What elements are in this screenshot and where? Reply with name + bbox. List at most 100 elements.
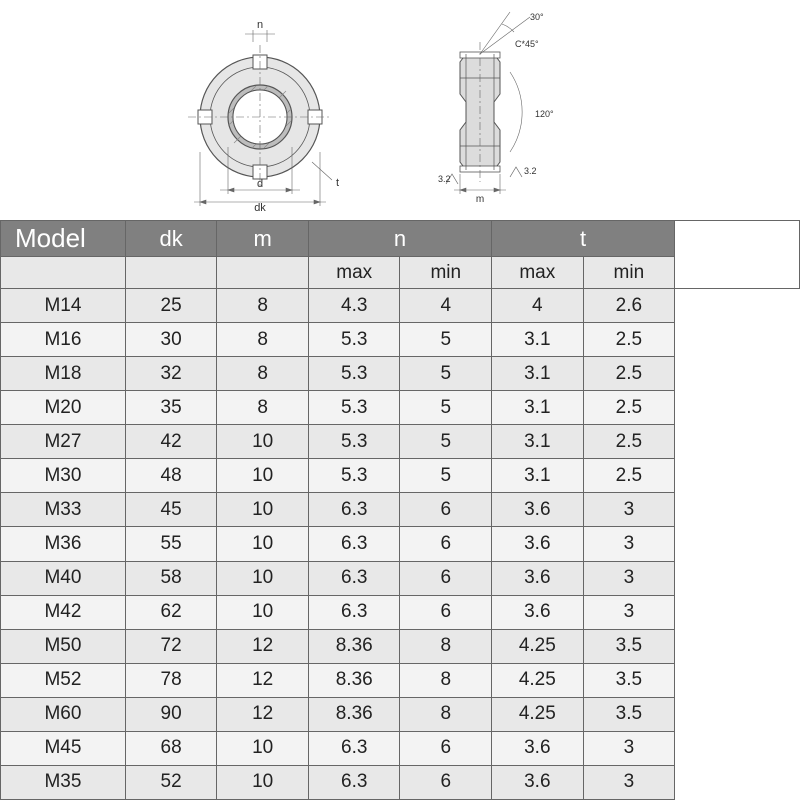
cell-n_min: 5 (400, 425, 492, 459)
cell-dk: 25 (125, 289, 217, 323)
col-dk: dk (125, 221, 217, 257)
cell-t_min: 2.5 (583, 425, 675, 459)
cell-t_max: 3.6 (492, 561, 584, 595)
cell-t_min: 3 (583, 493, 675, 527)
cell-dk: 48 (125, 459, 217, 493)
cell-m: 10 (217, 425, 309, 459)
cell-dk: 35 (125, 391, 217, 425)
diagram-area: n d dk t (0, 0, 800, 220)
cell-n_min: 4 (400, 289, 492, 323)
table-row: M4568106.363.63 (1, 731, 800, 765)
spec-table: Model dk m n t Unit:mm max min max min (0, 220, 800, 800)
cell-t_min: 2.5 (583, 323, 675, 357)
cell-n_max: 4.3 (308, 289, 400, 323)
table-body: M142584.3442.6M163085.353.12.5M183285.35… (1, 289, 800, 800)
table-row: M183285.353.12.5 (1, 357, 800, 391)
table-row: M142584.3442.6 (1, 289, 800, 323)
cell-n_max: 6.3 (308, 765, 400, 799)
dim-n-label: n (257, 19, 263, 31)
cell-m: 10 (217, 493, 309, 527)
cell-t_max: 3.1 (492, 323, 584, 357)
table-row: M5072128.3684.253.5 (1, 629, 800, 663)
dim-30-label: 30° (530, 12, 544, 22)
cell-t_max: 3.1 (492, 459, 584, 493)
cell-dk: 32 (125, 357, 217, 391)
cell-model: M40 (1, 561, 126, 595)
cell-m: 10 (217, 731, 309, 765)
cell-model: M35 (1, 765, 126, 799)
dim-m-label: m (476, 194, 484, 205)
cell-m: 10 (217, 459, 309, 493)
cell-dk: 58 (125, 561, 217, 595)
cell-n_min: 6 (400, 527, 492, 561)
cell-t_min: 3.5 (583, 663, 675, 697)
cell-model: M30 (1, 459, 126, 493)
col-n-max: max (308, 257, 400, 289)
cell-t_min: 3.5 (583, 697, 675, 731)
cell-t_max: 3.6 (492, 731, 584, 765)
cell-m: 8 (217, 357, 309, 391)
cell-n_max: 8.36 (308, 663, 400, 697)
cell-n_min: 6 (400, 731, 492, 765)
cell-m: 8 (217, 391, 309, 425)
cell-t_max: 3.1 (492, 391, 584, 425)
table-row: M4262106.363.63 (1, 595, 800, 629)
cell-t_max: 3.6 (492, 765, 584, 799)
table-row: M3048105.353.12.5 (1, 459, 800, 493)
cell-model: M14 (1, 289, 126, 323)
col-m: m (217, 221, 309, 257)
cell-m: 12 (217, 629, 309, 663)
cell-model: M42 (1, 595, 126, 629)
cell-n_max: 5.3 (308, 425, 400, 459)
cell-n_max: 8.36 (308, 697, 400, 731)
cell-t_max: 3.6 (492, 595, 584, 629)
cell-m: 8 (217, 289, 309, 323)
col-t-max: max (492, 257, 584, 289)
dim-t-label: t (336, 177, 339, 189)
cell-model: M18 (1, 357, 126, 391)
cell-dk: 52 (125, 765, 217, 799)
sub-blank-1 (1, 257, 126, 289)
cell-n_max: 6.3 (308, 731, 400, 765)
cell-t_min: 2.5 (583, 459, 675, 493)
cell-dk: 62 (125, 595, 217, 629)
cell-model: M16 (1, 323, 126, 357)
table-row: M203585.353.12.5 (1, 391, 800, 425)
col-n: n (308, 221, 491, 257)
dim-chamfer-label: C*45° (515, 39, 539, 49)
cell-m: 12 (217, 663, 309, 697)
dim-120-label: 120° (535, 109, 554, 119)
cell-t_min: 2.5 (583, 391, 675, 425)
cell-dk: 45 (125, 493, 217, 527)
cell-n_min: 5 (400, 323, 492, 357)
cell-m: 10 (217, 527, 309, 561)
cell-t_min: 3 (583, 731, 675, 765)
cell-model: M45 (1, 731, 126, 765)
col-t: t (492, 221, 675, 257)
cell-n_min: 5 (400, 357, 492, 391)
cell-t_min: 3 (583, 595, 675, 629)
table-row: M5278128.3684.253.5 (1, 663, 800, 697)
cell-t_min: 3 (583, 561, 675, 595)
ra-right-label: 3.2 (524, 166, 537, 176)
side-view-diagram: 30° C*45° 120° m 3.2 3.2 (420, 2, 640, 212)
cell-dk: 90 (125, 697, 217, 731)
cell-t_max: 3.6 (492, 527, 584, 561)
cell-n_max: 8.36 (308, 629, 400, 663)
cell-t_max: 4.25 (492, 629, 584, 663)
cell-dk: 68 (125, 731, 217, 765)
ra-left-label: 3.2 (438, 174, 451, 184)
cell-n_max: 5.3 (308, 459, 400, 493)
cell-m: 8 (217, 323, 309, 357)
cell-t_min: 2.5 (583, 357, 675, 391)
dim-d-label: d (257, 178, 263, 190)
cell-dk: 30 (125, 323, 217, 357)
cell-n_max: 6.3 (308, 561, 400, 595)
cell-n_max: 5.3 (308, 391, 400, 425)
cell-m: 10 (217, 765, 309, 799)
cell-n_min: 6 (400, 493, 492, 527)
cell-dk: 78 (125, 663, 217, 697)
cell-t_max: 4.25 (492, 663, 584, 697)
cell-n_min: 5 (400, 391, 492, 425)
cell-t_min: 3 (583, 765, 675, 799)
